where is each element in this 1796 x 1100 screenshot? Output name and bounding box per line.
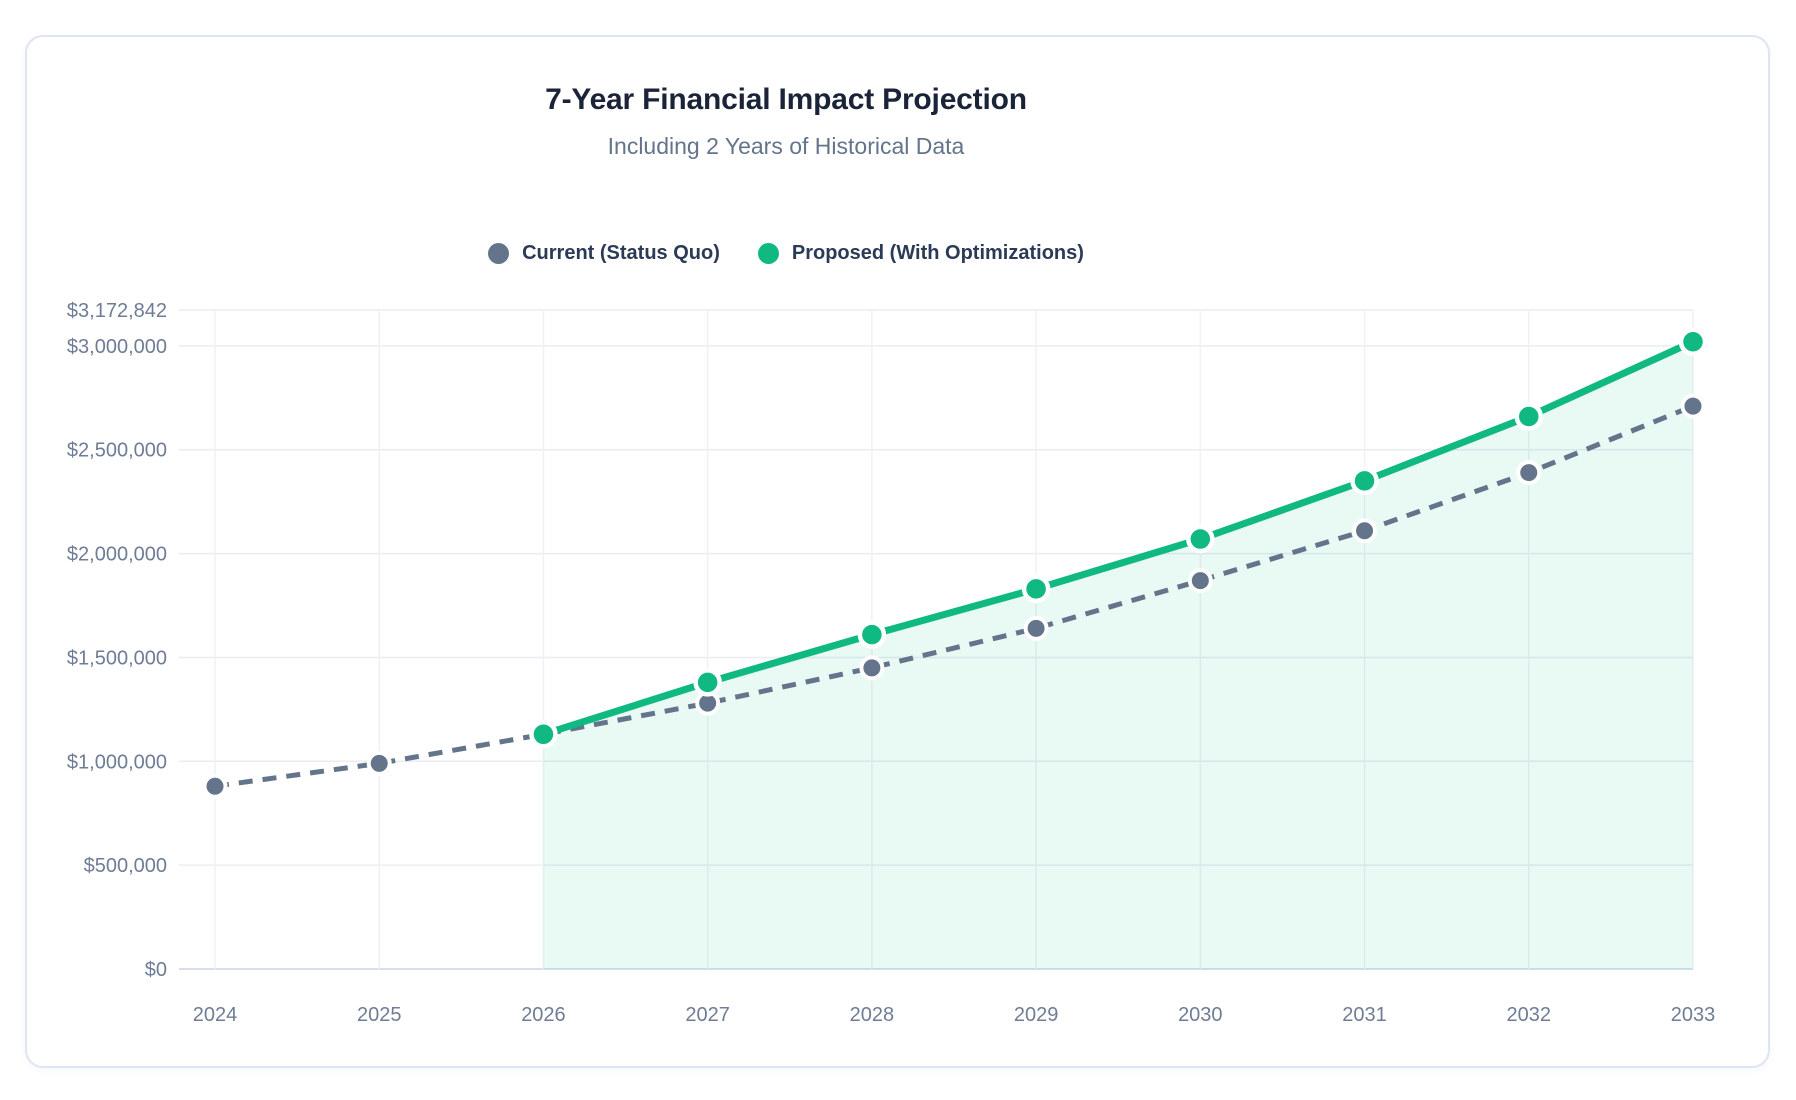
series-line-1 <box>542 338 1695 738</box>
data-point-0-2033[interactable] <box>1680 393 1706 419</box>
x-tick-label: 2033 <box>1671 1004 1716 1026</box>
data-point-0-2031[interactable] <box>1352 518 1378 544</box>
data-point-1-2031[interactable] <box>1350 466 1379 496</box>
x-tick-label: 2031 <box>1342 1004 1387 1026</box>
x-tick-label: 2029 <box>1014 1004 1059 1026</box>
chart-canvas: $3,172,842 $3,000,000 $2,500,000 $2,000,000… <box>67 300 1716 1026</box>
x-tick-label: 2024 <box>193 1004 238 1026</box>
y-tick-label: $1,000,000 <box>67 751 167 773</box>
data-point-0-2024[interactable] <box>202 773 228 799</box>
legend-item-current[interactable]: Current (Status Quo) <box>488 242 720 265</box>
y-tick-label: $0 <box>145 959 167 981</box>
x-tick-label: 2030 <box>1178 1004 1223 1026</box>
data-point-0-2030[interactable] <box>1187 568 1213 594</box>
chart-card: $3,172,842 $3,000,000 $2,500,000 $2,000,000… <box>25 35 1770 1068</box>
x-tick-label: 2032 <box>1507 1004 1552 1026</box>
data-point-0-2025[interactable] <box>366 750 392 776</box>
y-tick-label: $3,000,000 <box>67 336 167 358</box>
legend-label-proposed: Proposed (With Optimizations) <box>791 242 1084 264</box>
y-tick-label: $2,000,000 <box>67 544 167 566</box>
legend-marker-proposed-icon <box>757 243 779 264</box>
data-point-0-2028[interactable] <box>859 655 885 681</box>
legend-label-current: Current (Status Quo) <box>522 242 720 264</box>
data-point-1-2032[interactable] <box>1514 402 1544 431</box>
y-tick-label: $1,500,000 <box>67 647 167 669</box>
legend-marker-current-icon <box>488 243 510 264</box>
series-line-0 <box>214 403 1694 789</box>
x-tick-label: 2025 <box>357 1004 402 1026</box>
y-tick-label: $3,172,842 <box>67 300 167 322</box>
data-point-1-2033[interactable] <box>1678 327 1708 356</box>
data-point-1-2028[interactable] <box>857 620 887 649</box>
legend-item-proposed[interactable]: Proposed (With Optimizations) <box>757 242 1084 265</box>
data-point-1-2029[interactable] <box>1021 574 1051 604</box>
x-tick-label: 2027 <box>685 1004 730 1026</box>
data-point-1-2027[interactable] <box>693 668 722 697</box>
series-area-1 <box>543 341 1693 969</box>
y-tick-label: $500,000 <box>84 855 167 877</box>
data-point-1-2030[interactable] <box>1186 524 1215 554</box>
x-tick-label: 2028 <box>850 1004 895 1026</box>
data-point-0-2032[interactable] <box>1516 460 1542 486</box>
chart-legend: Current (Status Quo) Proposed (With Opti… <box>27 242 1545 265</box>
data-point-1-2026[interactable] <box>529 720 558 749</box>
y-tick-label: $2,500,000 <box>67 440 167 462</box>
x-tick-label: 2026 <box>521 1004 566 1026</box>
data-point-0-2029[interactable] <box>1023 615 1049 641</box>
